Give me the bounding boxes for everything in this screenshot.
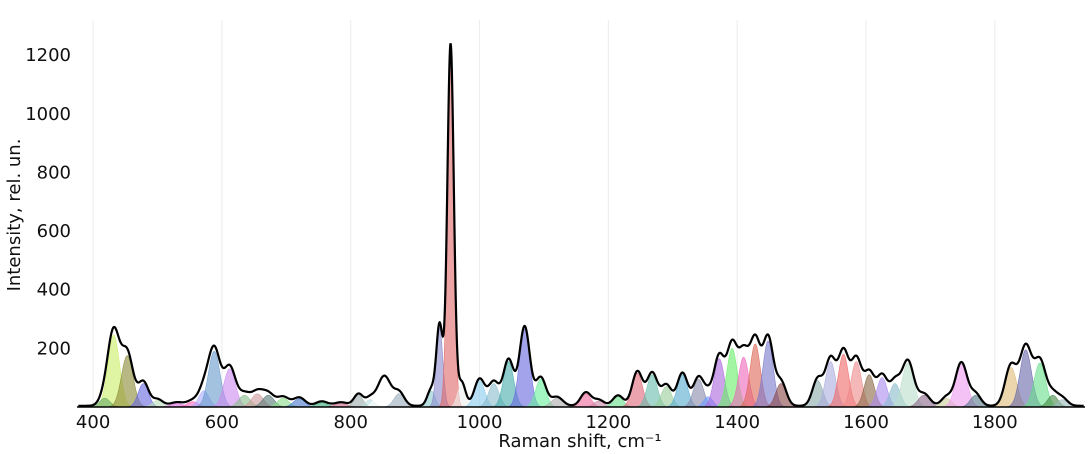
x-tick-label: 1000: [457, 412, 503, 433]
x-tick-label: 800: [334, 412, 368, 433]
envelope-spectrum-line: [78, 43, 1084, 407]
y-tick-label: 200: [37, 338, 71, 359]
x-tick-label: 1800: [972, 412, 1018, 433]
y-axis-title: Intensity, rel. un.: [4, 139, 25, 292]
x-tick-labels: 400 600 800 1000 1200 1400 1600 1800: [76, 412, 1018, 433]
grid-lines: [92, 20, 996, 407]
y-tick-label: 400: [37, 280, 71, 301]
x-tick-label: 1400: [714, 412, 760, 433]
x-tick-label: 1600: [843, 412, 889, 433]
y-tick-label: 1200: [25, 45, 71, 66]
y-tick-label: 800: [37, 162, 71, 183]
x-tick-label: 600: [205, 412, 239, 433]
x-tick-label: 1200: [585, 412, 631, 433]
fitted-components: [84, 52, 1084, 408]
x-tick-label: 400: [76, 412, 110, 433]
y-tick-labels: 200 400 600 800 1000 1200: [25, 45, 71, 359]
x-axis-title: Raman shift, cm⁻¹: [498, 431, 661, 452]
y-tick-label: 600: [37, 221, 71, 242]
y-tick-label: 1000: [25, 104, 71, 125]
